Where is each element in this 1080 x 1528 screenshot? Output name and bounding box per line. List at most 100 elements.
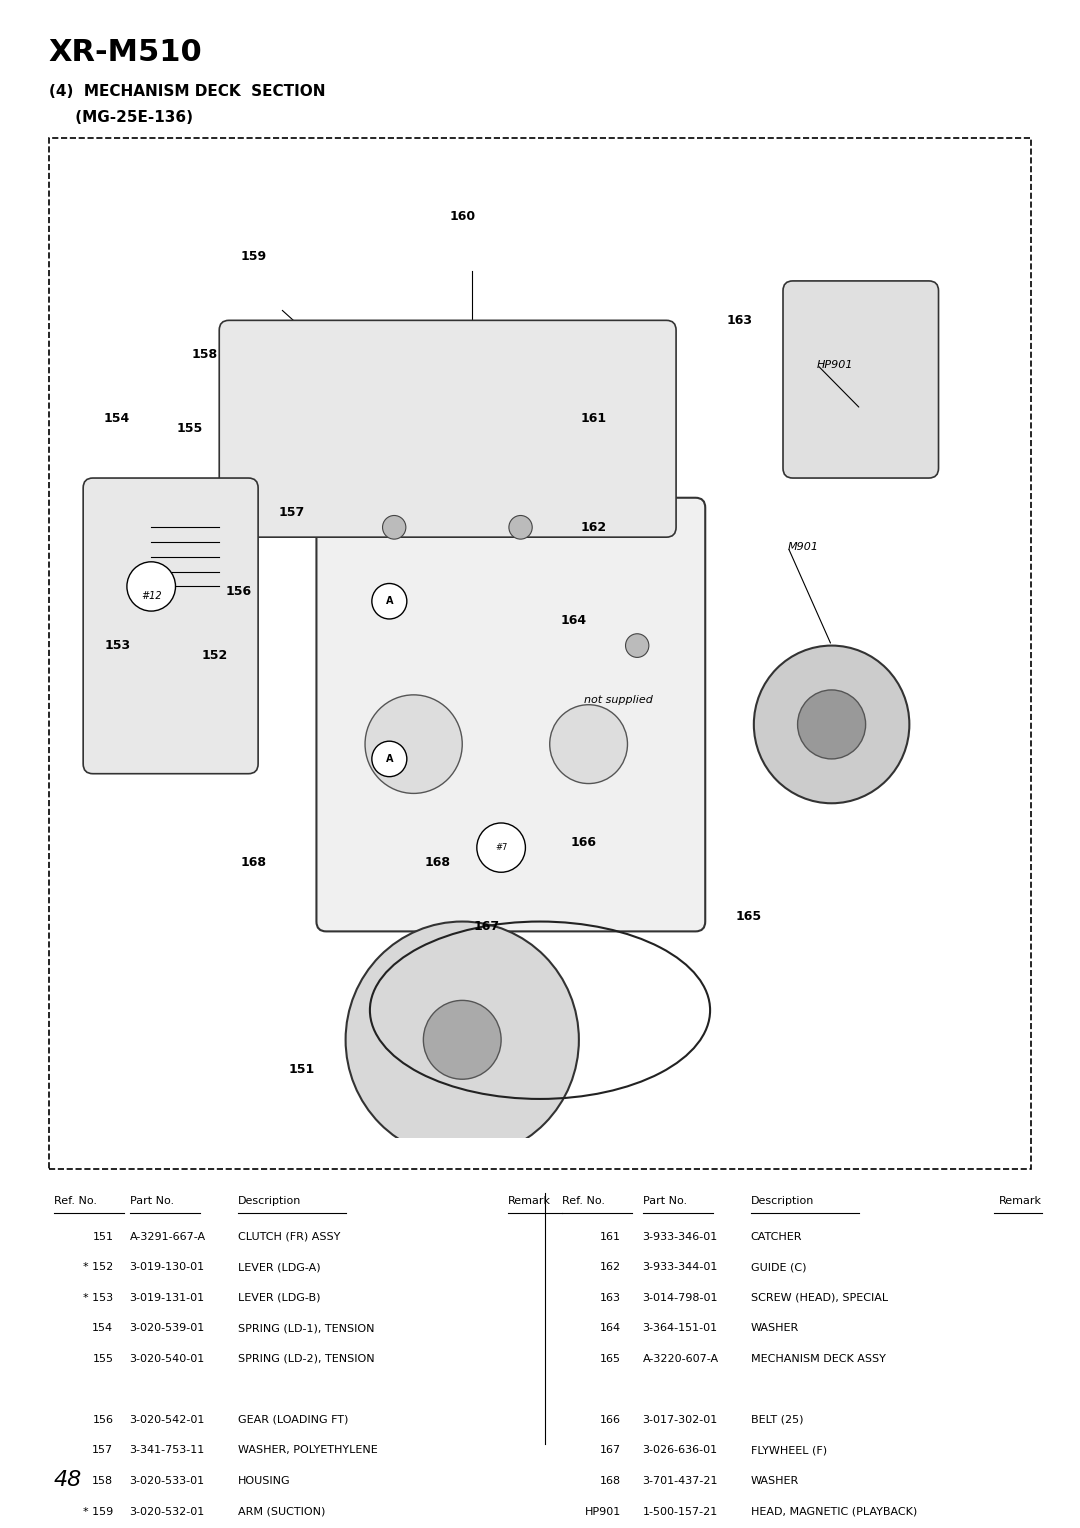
- Text: CLUTCH (FR) ASSY: CLUTCH (FR) ASSY: [238, 1232, 340, 1242]
- Text: 3-020-533-01: 3-020-533-01: [130, 1476, 205, 1487]
- Text: 157: 157: [279, 506, 306, 520]
- FancyBboxPatch shape: [49, 138, 1031, 1169]
- Text: A-3291-667-A: A-3291-667-A: [130, 1232, 205, 1242]
- Text: 3-019-131-01: 3-019-131-01: [130, 1293, 205, 1303]
- Text: SCREW (HEAD), SPECIAL: SCREW (HEAD), SPECIAL: [751, 1293, 888, 1303]
- Text: 1-500-157-21: 1-500-157-21: [643, 1507, 718, 1517]
- FancyBboxPatch shape: [219, 321, 676, 538]
- Text: not supplied: not supplied: [583, 695, 652, 704]
- Circle shape: [365, 695, 462, 793]
- Text: 3-341-753-11: 3-341-753-11: [130, 1445, 205, 1456]
- FancyBboxPatch shape: [83, 478, 258, 773]
- Text: Part No.: Part No.: [130, 1196, 174, 1207]
- Text: GUIDE (C): GUIDE (C): [751, 1262, 806, 1273]
- Text: HP901: HP901: [584, 1507, 621, 1517]
- Text: (MG-25E-136): (MG-25E-136): [49, 110, 192, 125]
- Text: 159: 159: [240, 249, 267, 263]
- Text: 151: 151: [288, 1063, 315, 1076]
- Circle shape: [423, 1001, 501, 1079]
- Text: * 159: * 159: [83, 1507, 113, 1517]
- Circle shape: [382, 515, 406, 539]
- Text: GEAR (LOADING FT): GEAR (LOADING FT): [238, 1415, 348, 1426]
- Text: WASHER: WASHER: [751, 1323, 799, 1334]
- Circle shape: [127, 562, 175, 611]
- Text: 3-701-437-21: 3-701-437-21: [643, 1476, 718, 1487]
- Text: 152: 152: [201, 649, 228, 662]
- Text: Ref. No.: Ref. No.: [54, 1196, 97, 1207]
- Circle shape: [477, 824, 525, 872]
- Text: A: A: [386, 753, 393, 764]
- Text: 166: 166: [600, 1415, 621, 1426]
- Text: 156: 156: [93, 1415, 113, 1426]
- Text: 3-933-344-01: 3-933-344-01: [643, 1262, 718, 1273]
- Text: 162: 162: [580, 521, 607, 533]
- FancyBboxPatch shape: [783, 281, 939, 478]
- Text: 158: 158: [191, 348, 218, 361]
- Circle shape: [754, 645, 909, 804]
- Text: 168: 168: [424, 856, 451, 869]
- Text: 3-014-798-01: 3-014-798-01: [643, 1293, 718, 1303]
- Text: SPRING (LD-2), TENSION: SPRING (LD-2), TENSION: [238, 1354, 375, 1365]
- Text: * 152: * 152: [83, 1262, 113, 1273]
- Circle shape: [550, 704, 627, 784]
- Text: 155: 155: [93, 1354, 113, 1365]
- Text: HEAD, MAGNETIC (PLAYBACK): HEAD, MAGNETIC (PLAYBACK): [751, 1507, 917, 1517]
- Text: Part No.: Part No.: [643, 1196, 687, 1207]
- Text: A-3220-607-A: A-3220-607-A: [643, 1354, 718, 1365]
- Text: 164: 164: [599, 1323, 621, 1334]
- Text: BELT (25): BELT (25): [751, 1415, 804, 1426]
- Text: 164: 164: [561, 614, 588, 628]
- Text: 3-020-539-01: 3-020-539-01: [130, 1323, 205, 1334]
- Text: MECHANISM DECK ASSY: MECHANISM DECK ASSY: [751, 1354, 886, 1365]
- Text: 161: 161: [580, 413, 607, 425]
- Text: FLYWHEEL (F): FLYWHEEL (F): [751, 1445, 826, 1456]
- Text: 167: 167: [599, 1445, 621, 1456]
- Text: (4)  MECHANISM DECK  SECTION: (4) MECHANISM DECK SECTION: [49, 84, 325, 99]
- Text: Ref. No.: Ref. No.: [562, 1196, 605, 1207]
- Text: 3-019-130-01: 3-019-130-01: [130, 1262, 205, 1273]
- Circle shape: [797, 691, 866, 759]
- Text: M901: M901: [788, 542, 819, 552]
- Text: 3-020-540-01: 3-020-540-01: [130, 1354, 205, 1365]
- Text: 160: 160: [449, 211, 475, 223]
- Text: 154: 154: [104, 413, 131, 425]
- Text: WASHER: WASHER: [751, 1476, 799, 1487]
- Text: Remark: Remark: [508, 1196, 551, 1207]
- Text: LEVER (LDG-A): LEVER (LDG-A): [238, 1262, 321, 1273]
- Text: 168: 168: [240, 856, 267, 869]
- FancyBboxPatch shape: [316, 498, 705, 932]
- Text: 153: 153: [104, 639, 131, 652]
- Text: CATCHER: CATCHER: [751, 1232, 802, 1242]
- Text: Description: Description: [238, 1196, 301, 1207]
- Text: 154: 154: [92, 1323, 113, 1334]
- Text: 3-026-636-01: 3-026-636-01: [643, 1445, 718, 1456]
- Text: HP901: HP901: [818, 359, 853, 370]
- Text: A: A: [386, 596, 393, 607]
- Text: 158: 158: [92, 1476, 113, 1487]
- Text: 162: 162: [599, 1262, 621, 1273]
- Text: 3-020-532-01: 3-020-532-01: [130, 1507, 205, 1517]
- Text: 168: 168: [599, 1476, 621, 1487]
- Text: LEVER (LDG-B): LEVER (LDG-B): [238, 1293, 320, 1303]
- Text: 163: 163: [726, 313, 753, 327]
- Text: 3-364-151-01: 3-364-151-01: [643, 1323, 718, 1334]
- Text: 165: 165: [600, 1354, 621, 1365]
- Text: 155: 155: [177, 422, 203, 435]
- Text: WASHER, POLYETHYLENE: WASHER, POLYETHYLENE: [238, 1445, 377, 1456]
- Text: Description: Description: [751, 1196, 814, 1207]
- Text: 161: 161: [600, 1232, 621, 1242]
- Circle shape: [346, 921, 579, 1158]
- Text: 48: 48: [54, 1470, 82, 1490]
- Text: 3-020-542-01: 3-020-542-01: [130, 1415, 205, 1426]
- Text: ARM (SUCTION): ARM (SUCTION): [238, 1507, 325, 1517]
- Text: * 153: * 153: [83, 1293, 113, 1303]
- Text: #7: #7: [495, 843, 508, 853]
- Text: #12: #12: [140, 591, 162, 602]
- Text: 157: 157: [92, 1445, 113, 1456]
- Text: 167: 167: [473, 920, 500, 934]
- Circle shape: [372, 741, 407, 776]
- Text: HOUSING: HOUSING: [238, 1476, 291, 1487]
- Text: 163: 163: [600, 1293, 621, 1303]
- Text: 165: 165: [735, 911, 762, 923]
- Text: 3-933-346-01: 3-933-346-01: [643, 1232, 718, 1242]
